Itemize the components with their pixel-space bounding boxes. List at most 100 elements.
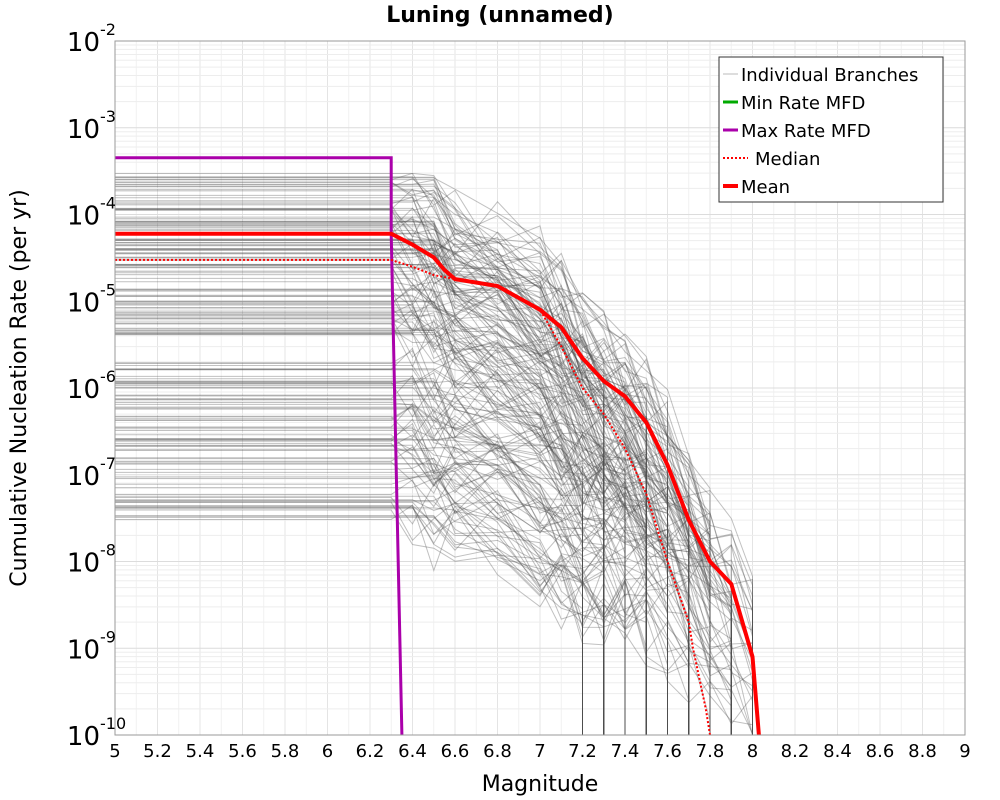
branch-line: [115, 183, 753, 735]
branch-line: [115, 253, 711, 735]
branch-line: [115, 445, 711, 735]
series-lines: [115, 156, 761, 736]
branch-line: [115, 477, 753, 735]
branch-line: [115, 176, 753, 735]
branch-line: [115, 375, 583, 735]
branch-line: [115, 266, 626, 735]
branch-line: [115, 222, 690, 735]
branch-line: [115, 315, 711, 735]
x-tick-label: 9: [959, 741, 970, 762]
legend-label: Median: [755, 149, 820, 170]
branch-line: [115, 328, 732, 735]
branch-line: [115, 507, 647, 735]
branch-line: [115, 332, 647, 735]
branch-line: [115, 407, 690, 735]
branch-line: [115, 434, 753, 735]
branch-line: [115, 311, 605, 735]
branch-line: [115, 244, 732, 735]
branch-line: [115, 216, 626, 735]
branch-line: [115, 483, 605, 735]
y-tick-exponent: -2: [100, 20, 116, 39]
y-axis-label: Cumulative Nucleation Rate (per yr): [7, 189, 32, 587]
x-tick-label: 6.2: [356, 741, 385, 762]
y-tick-label: 10: [67, 375, 100, 405]
branch-line: [115, 449, 690, 735]
y-tick-label: 10: [67, 115, 100, 145]
branch-line: [115, 185, 647, 735]
branch-line: [115, 240, 711, 735]
branch-line: [115, 495, 753, 736]
branch-line: [115, 474, 626, 735]
legend-box: [718, 56, 944, 203]
y-tick-label: 10: [67, 722, 100, 752]
branch-line: [115, 330, 605, 735]
branch-line: [115, 302, 647, 735]
branch-line: [115, 394, 668, 735]
x-tick-label: 6: [322, 741, 333, 762]
branch-line: [115, 418, 626, 735]
branch-line: [115, 294, 753, 736]
branch-line: [115, 307, 647, 735]
branch-line: [115, 287, 626, 735]
x-tick-label: 5.6: [228, 741, 257, 762]
branch-line: [115, 191, 753, 735]
y-tick-exponent: -10: [100, 714, 126, 733]
branch-line: [115, 307, 647, 735]
mean-line: [115, 231, 761, 736]
branch-line: [115, 463, 690, 735]
branch-line: [115, 309, 647, 735]
branch-line: [115, 457, 605, 735]
branch-line: [115, 422, 583, 735]
plot-frame: [114, 40, 966, 736]
branch-line: [115, 380, 711, 735]
branch-line: [115, 434, 668, 735]
branch-line: [115, 504, 626, 735]
x-tick-label: 5: [109, 741, 120, 762]
branch-line: [115, 178, 753, 735]
y-tick-exponent: -6: [100, 367, 116, 386]
branch-line: [115, 301, 732, 735]
branch-line: [115, 300, 668, 735]
x-tick-label: 5.8: [271, 741, 300, 762]
branch-line: [115, 172, 711, 735]
branch-line: [115, 515, 690, 735]
branch-line: [115, 179, 668, 735]
branch-line: [115, 248, 711, 735]
x-tick-label: 7: [534, 741, 545, 762]
median-line: [115, 258, 711, 736]
legend-label: Mean: [741, 177, 790, 198]
branch-line: [115, 207, 711, 735]
legend: Individual Branches Min Rate MFD Max Rate …: [718, 56, 944, 203]
y-tick-exponent: -5: [100, 280, 116, 299]
branch-line: [115, 471, 605, 735]
branch-line: [115, 220, 668, 735]
branch-line: [115, 288, 626, 735]
branch-line: [115, 402, 668, 735]
branch-line: [115, 200, 732, 735]
y-tick-label: 10: [67, 635, 100, 665]
branch-line: [115, 239, 711, 735]
branch-line: [115, 289, 626, 735]
branch-line: [115, 283, 753, 735]
y-tick-exponent: -9: [100, 627, 116, 646]
y-tick-exponent: -4: [100, 194, 116, 213]
branch-line: [115, 423, 647, 735]
y-tick-label: 10: [67, 288, 100, 318]
branch-line: [115, 263, 690, 735]
branch-line: [115, 386, 583, 735]
branch-line: [115, 277, 605, 735]
branch-line: [115, 380, 732, 735]
x-tick-label: 8.2: [781, 741, 810, 762]
branch-line: [115, 256, 605, 735]
branch-line: [115, 489, 626, 735]
branch-line: [115, 463, 583, 735]
branch-line: [115, 369, 647, 735]
branch-line: [115, 501, 690, 735]
y-tick-exponent: -7: [100, 454, 116, 473]
branch-line: [115, 243, 647, 735]
branch-line: [115, 393, 690, 735]
branch-line: [115, 188, 690, 735]
branch-line: [115, 378, 583, 735]
branch-line: [115, 458, 583, 735]
